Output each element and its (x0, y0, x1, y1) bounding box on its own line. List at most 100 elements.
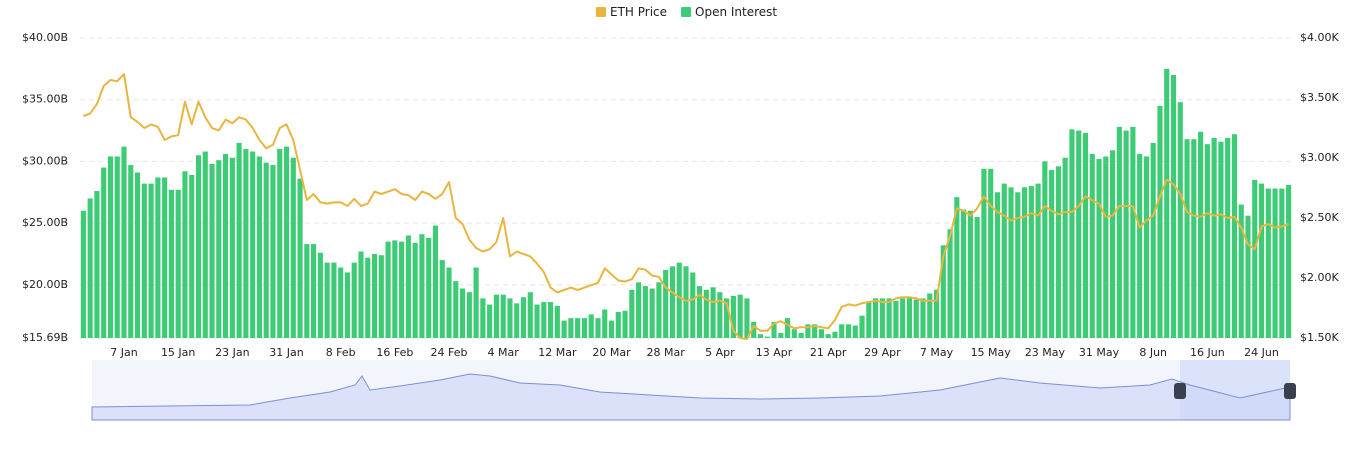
x-tick-label: 16 Jun (1190, 346, 1225, 359)
bar (832, 331, 838, 338)
bar (1015, 192, 1021, 338)
bar (791, 329, 797, 338)
bar (399, 241, 405, 338)
bar (527, 292, 533, 338)
bar (886, 298, 892, 338)
bar (669, 266, 676, 338)
bar (595, 318, 601, 338)
bar (493, 294, 499, 338)
bar (961, 209, 967, 338)
navigator-area (91, 373, 1291, 421)
bar (818, 329, 824, 338)
bar (202, 151, 208, 338)
x-tick-label: 31 Jan (269, 346, 303, 359)
bar (480, 298, 486, 338)
legend-swatch (596, 7, 606, 17)
bar (365, 257, 371, 338)
bar (459, 288, 466, 338)
x-tick-label: 15 Jan (161, 346, 195, 359)
bar (663, 270, 669, 338)
bar (520, 297, 527, 338)
x-tick-label: 24 Jun (1244, 346, 1279, 359)
bar (1143, 156, 1149, 338)
bar (80, 210, 86, 338)
bar (1069, 129, 1075, 338)
bar (311, 244, 317, 338)
bar (1272, 188, 1278, 338)
bar (1076, 130, 1082, 338)
bar (148, 183, 154, 338)
x-tick-label: 5 Apr (705, 346, 735, 359)
bar (717, 292, 723, 338)
bar (690, 272, 696, 338)
bar (182, 171, 188, 338)
bar (331, 262, 337, 338)
bar (893, 300, 899, 338)
navigator-handle[interactable] (1174, 383, 1186, 399)
bar (1028, 186, 1034, 338)
bar (730, 295, 736, 338)
bar (453, 281, 459, 338)
bar (94, 191, 100, 338)
bar (101, 167, 107, 338)
y2-tick-label: $4.00K (1300, 31, 1339, 44)
y-tick-label: $35.00B (22, 93, 68, 106)
bar (1198, 131, 1204, 338)
x-tick-label: 15 May (971, 346, 1012, 359)
navigator[interactable] (91, 360, 1296, 421)
bar (270, 165, 276, 338)
bar (426, 237, 432, 338)
x-tick-label: 21 Apr (810, 346, 847, 359)
bar (602, 309, 608, 338)
bar (954, 197, 960, 338)
bar (134, 172, 141, 338)
y2-tick-label: $1.50K (1300, 331, 1339, 344)
x-tick-label: 23 May (1025, 346, 1066, 359)
bar (575, 318, 581, 338)
bar (703, 289, 709, 338)
bar (338, 267, 344, 338)
bar (378, 255, 384, 338)
bar (1204, 144, 1210, 338)
bar (344, 272, 351, 338)
bar (405, 235, 411, 338)
bar (696, 286, 703, 338)
bar (568, 318, 574, 338)
bar (751, 321, 757, 338)
bar (622, 310, 628, 338)
bar (771, 321, 777, 338)
bar (1225, 137, 1231, 338)
bar (642, 286, 648, 338)
bar (656, 282, 662, 338)
y-tick-label: $25.00B (22, 216, 68, 229)
bar (1177, 102, 1183, 339)
bar (798, 332, 804, 338)
bar (629, 289, 635, 338)
bar (487, 304, 493, 338)
bar (1218, 141, 1224, 338)
bar (581, 318, 588, 338)
bar (351, 262, 357, 338)
bar (419, 234, 425, 338)
bar (439, 260, 445, 338)
y-tick-label: $30.00B (22, 154, 68, 167)
bar (175, 189, 181, 338)
bar (209, 163, 215, 338)
bar (764, 336, 770, 338)
bar (385, 241, 391, 338)
bar (548, 302, 554, 338)
bar (541, 302, 547, 338)
bar (859, 315, 865, 338)
bar (128, 165, 134, 338)
bar (900, 298, 906, 338)
y2-tick-label: $3.00K (1300, 151, 1339, 164)
bar (636, 282, 642, 338)
navigator-handle[interactable] (1284, 383, 1296, 399)
bar (1062, 157, 1068, 338)
bar (1109, 150, 1116, 338)
bar (879, 298, 885, 338)
bar (250, 151, 256, 338)
bar (1089, 154, 1095, 338)
bar (1150, 142, 1156, 338)
x-tick-label: 24 Feb (431, 346, 468, 359)
